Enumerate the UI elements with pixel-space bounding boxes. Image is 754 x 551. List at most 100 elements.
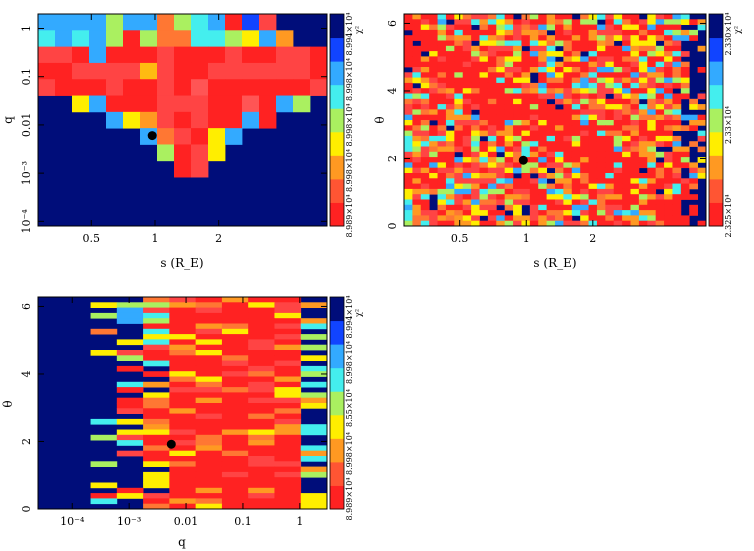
heatmap-cell (55, 14, 73, 31)
heatmap-cell (242, 79, 260, 96)
heatmap-cell (225, 79, 243, 96)
heatmap-cell (613, 61, 623, 68)
heatmap-cell (143, 381, 170, 388)
heatmap-cell (169, 471, 197, 478)
heatmap-cell (504, 51, 514, 57)
heatmap-cell (664, 82, 673, 89)
heatmap-cell (437, 199, 447, 206)
heatmap-cell (445, 72, 455, 78)
heatmap-cell (496, 199, 506, 206)
heatmap-cell (697, 146, 707, 153)
heatmap-cell (445, 98, 455, 105)
heatmap-cell (555, 199, 564, 206)
heatmap-cell (538, 151, 548, 158)
heatmap-cell (496, 210, 506, 216)
heatmap-cell (563, 204, 573, 211)
heatmap-cell (208, 95, 226, 113)
heatmap-cell (404, 151, 413, 158)
heatmap-cell (580, 114, 589, 121)
heatmap-cell (546, 120, 556, 126)
heatmap-cell (529, 51, 539, 57)
heatmap-cell (529, 93, 539, 100)
heatmap-cell (445, 51, 455, 57)
heatmap-cell (487, 77, 497, 84)
heatmap-cell (437, 14, 447, 20)
heatmap-cell (680, 162, 690, 169)
heatmap-cell (174, 111, 192, 129)
heatmap-cell (647, 194, 657, 200)
heatmap-cell (529, 125, 539, 131)
x-tick-label: 2 (215, 232, 222, 245)
heatmap-cell (672, 51, 682, 57)
heatmap-cell (445, 130, 455, 137)
heatmap-cell (420, 125, 430, 131)
heatmap-cell (538, 98, 548, 105)
heatmap-cell (605, 178, 615, 184)
y-tick-label: 10⁻³ (20, 161, 33, 185)
heatmap-cell (496, 72, 506, 78)
heatmap-cell (513, 162, 522, 169)
heatmap-cell (680, 19, 690, 25)
heatmap-cell (613, 173, 623, 179)
heatmap-cell (580, 56, 589, 63)
heatmap-cell (555, 40, 564, 47)
heatmap-cell (504, 88, 514, 94)
heatmap-cell (221, 344, 249, 351)
heatmap-cell (521, 130, 531, 137)
heatmap-cell (529, 146, 539, 153)
heatmap-cell (672, 61, 682, 68)
heatmap-cell (454, 220, 464, 227)
colorbar-frame (329, 13, 345, 227)
heatmap-cell (513, 72, 522, 78)
colorbar-frame (329, 296, 345, 510)
heatmap-cell (195, 365, 223, 372)
heatmap-cell (276, 30, 294, 48)
heatmap-cell (471, 178, 480, 184)
heatmap-cell (221, 429, 249, 436)
heatmap-cell (454, 183, 464, 190)
heatmap-cell (655, 162, 665, 169)
colorbar-segment (330, 131, 344, 156)
heatmap-cell (174, 95, 192, 113)
heatmap-cell (221, 466, 249, 473)
heatmap-cell (664, 204, 673, 211)
heatmap-cell (169, 461, 197, 467)
heatmap-cell (638, 114, 648, 121)
heatmap-cell (221, 456, 249, 462)
heatmap-cell (143, 302, 170, 308)
heatmap-cell (689, 183, 699, 190)
heatmap-cell (195, 381, 223, 388)
heatmap-cell (680, 77, 690, 84)
heatmap-cell (638, 157, 648, 163)
heatmap-cell (689, 104, 699, 110)
colorbar-segment (709, 84, 723, 109)
heatmap-cell (622, 40, 631, 47)
heatmap-cell (462, 19, 472, 25)
heatmap-cell (479, 104, 489, 110)
heatmap-cell (169, 381, 197, 388)
heatmap-cell (563, 141, 573, 147)
heatmap-cell (169, 318, 197, 324)
heatmap-cell (596, 210, 606, 216)
heatmap-cell (680, 151, 690, 158)
colorbar-segment (709, 131, 723, 156)
heatmap-cell (513, 199, 522, 206)
heatmap-cell (504, 56, 514, 63)
heatmap-cell (195, 434, 223, 441)
heatmap-cell (622, 56, 631, 63)
heatmap-cell (630, 45, 640, 52)
heatmap-cell (462, 56, 472, 63)
heatmap-cell (420, 151, 430, 158)
heatmap-cell (462, 141, 472, 147)
heatmap-cell (538, 183, 548, 190)
heatmap-cell (169, 503, 197, 510)
heatmap-cell (672, 35, 682, 41)
heatmap-cell (588, 24, 598, 31)
heatmap-cell (462, 114, 472, 121)
heatmap-cell (622, 82, 631, 89)
heatmap-cell (588, 114, 598, 121)
heatmap-cell (429, 40, 438, 47)
heatmap-cell (169, 355, 197, 361)
heatmap-cell (596, 199, 606, 206)
heatmap-cell (445, 114, 455, 121)
